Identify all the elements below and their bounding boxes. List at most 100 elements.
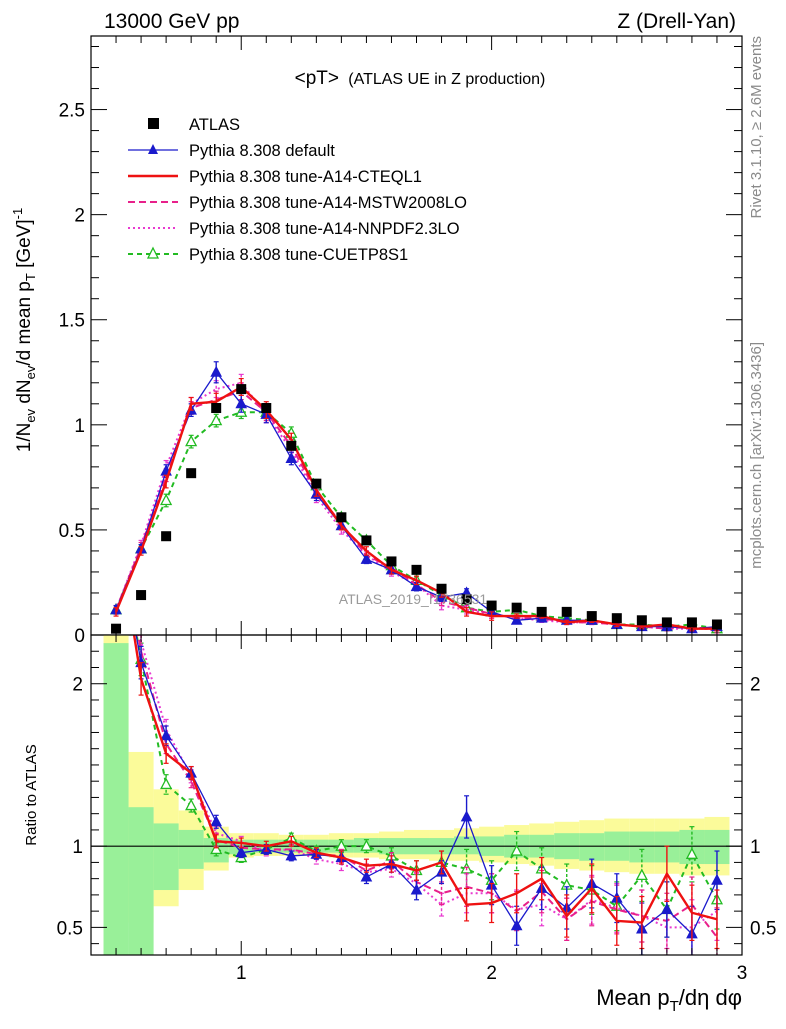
marker-default (510, 613, 523, 625)
marker-atlas (611, 613, 622, 624)
atlas-band-inner (153, 823, 179, 891)
analysis-watermark: ATLAS_2019_I1736531 (339, 591, 488, 607)
marker-atlas (236, 384, 247, 395)
ratio-panel-series (91, 516, 742, 955)
main-y-axis-label: 1/Nev dNev/d mean pT [GeV]-1 (10, 208, 38, 453)
marker-cuetp8s1 (185, 798, 198, 811)
legend-marker-atlas (148, 118, 159, 129)
marker-atlas (561, 606, 572, 617)
legend-label-mstw: Pythia 8.308 tune-A14-MSTW2008LO (189, 194, 467, 212)
marker-atlas (436, 583, 447, 594)
marker-cuetp8s1 (210, 842, 223, 855)
marker-atlas (136, 590, 147, 601)
x-tick-label: 1 (236, 963, 247, 984)
header-right: Z (Drell-Yan) (617, 10, 736, 33)
marker-atlas (386, 556, 397, 567)
atlas-band-inner (178, 829, 204, 869)
y-tick-label: 2 (74, 206, 85, 227)
marker-default (111, 516, 121, 526)
legend-label-nnpdf: Pythia 8.308 tune-A14-NNPDF2.3LO (189, 220, 460, 238)
marker-cuetp8s1 (185, 434, 198, 447)
marker-default (360, 552, 373, 564)
rivet-version-label: Rivet 3.1.10, ≥ 2.6M events (748, 36, 765, 219)
legend-label-atlas: ATLAS (189, 116, 240, 134)
marker-cuetp8s1 (160, 777, 173, 790)
ratio-y-tick-label-right: 0.5 (750, 918, 776, 939)
marker-default (711, 873, 723, 885)
marker-atlas (636, 615, 647, 626)
marker-atlas (711, 619, 722, 630)
atlas-band-inner (629, 831, 655, 863)
legend-label-default: Pythia 8.308 default (189, 142, 335, 160)
marker-atlas (286, 440, 297, 451)
marker-atlas (261, 403, 272, 414)
marker-cuetp8s1 (360, 839, 373, 851)
marker-default (235, 846, 248, 858)
marker-atlas (511, 602, 522, 613)
marker-atlas (336, 512, 347, 523)
marker-atlas (536, 606, 547, 617)
x-tick-label: 2 (486, 963, 497, 984)
atlas-band-inner (103, 643, 129, 955)
plot-title: <pT> (ATLAS UE in Z production) (295, 68, 546, 89)
legend-marker-default (148, 144, 158, 154)
marker-default (285, 451, 298, 463)
marker-cuetp8s1 (210, 413, 223, 426)
marker-cuetp8s1 (635, 868, 648, 881)
legend: ATLAS Pythia 8.308 default Pythia 8.308 tu… (128, 116, 467, 264)
y-tick-label: 1.5 (59, 311, 85, 332)
legend-label-cteql1: Pythia 8.308 tune-A14-CTEQL1 (189, 168, 422, 186)
legend-marker-cuetp8s1 (146, 246, 160, 259)
marker-default (160, 729, 172, 741)
marker-default (410, 883, 423, 895)
marker-default (210, 365, 223, 377)
plot-title-sub: (ATLAS UE in Z production) (348, 71, 545, 88)
ratio-y-tick-label: 2 (72, 675, 83, 696)
marker-default (210, 815, 223, 827)
ratio-panel-axes: 1 2 3 0.5 0.5 1 1 2 2 (57, 634, 776, 984)
x-axis-label: Mean pT/dη dφ (596, 985, 742, 1015)
marker-cuetp8s1 (510, 844, 523, 856)
x-tick-label: 3 (737, 963, 748, 984)
ratio-y-axis-label: Ratio to ATLAS (23, 744, 40, 845)
legend-label-cuetp8s1: Pythia 8.308 tune-CUETP8S1 (189, 246, 408, 264)
marker-default (460, 810, 473, 822)
ratio-panel-frame (90, 634, 743, 956)
ratio-y-tick-label: 1 (72, 837, 83, 858)
y-tick-label: 0.5 (59, 521, 85, 542)
y-tick-label: 0 (74, 626, 85, 647)
marker-default (285, 849, 298, 861)
marker-atlas (486, 600, 497, 611)
ratio-panel: 1 2 3 0.5 0.5 1 1 2 2 Ratio to ATLAS Mean pT/dη … (23, 516, 776, 1015)
atlas-band-inner (579, 833, 605, 861)
main-panel-axes: 0 0.5 1 1.5 2 2.5 (59, 35, 743, 647)
y-tick-label: 1 (74, 416, 85, 437)
marker-atlas (311, 478, 322, 489)
marker-atlas (461, 594, 472, 605)
marker-atlas (361, 535, 372, 546)
marker-atlas (161, 531, 172, 542)
plot-title-main: <pT> (295, 68, 339, 89)
marker-atlas (211, 403, 222, 414)
marker-cuetp8s1 (685, 847, 698, 859)
atlas-band-inner (454, 836, 480, 855)
marker-default (235, 397, 248, 409)
marker-default (410, 580, 423, 592)
ratio-y-tick-label-right: 2 (750, 675, 761, 696)
marker-cuetp8s1 (111, 516, 121, 526)
marker-default (510, 919, 523, 931)
y-tick-label: 2.5 (59, 101, 85, 122)
marker-atlas (411, 564, 422, 575)
atlas-band-inner (128, 807, 154, 955)
marker-atlas (661, 617, 672, 628)
marker-atlas (586, 611, 597, 622)
marker-atlas (686, 617, 697, 628)
marker-cuetp8s1 (160, 493, 173, 506)
ratio-y-tick-label: 0.5 (57, 918, 83, 939)
marker-atlas (186, 468, 197, 479)
marker-default (360, 870, 373, 882)
main-panel: ATLAS_2019_I1736531 <pT> (ATLAS UE in Z … (10, 35, 743, 647)
mcplots-label: mcplots.cern.ch [arXiv:1306.3436] (748, 342, 765, 569)
header-left: 13000 GeV pp (104, 10, 239, 33)
